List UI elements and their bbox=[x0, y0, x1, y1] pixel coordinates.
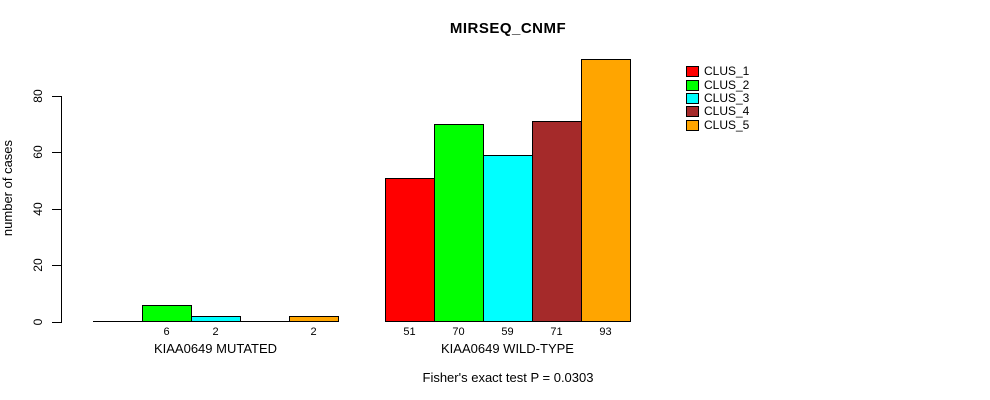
legend-swatch-clus_5 bbox=[686, 119, 699, 131]
bar-clus_5 bbox=[289, 316, 339, 322]
legend-swatch-clus_2 bbox=[686, 79, 699, 91]
legend-entry: CLUS_1 bbox=[686, 65, 749, 78]
y-tick-mark bbox=[52, 265, 62, 266]
bar-clus_2 bbox=[434, 124, 484, 322]
bar-clus_4 bbox=[532, 121, 582, 322]
legend-swatch-clus_3 bbox=[686, 92, 699, 104]
y-tick-label: 80 bbox=[31, 89, 45, 103]
bar-clus_1 bbox=[385, 178, 435, 322]
y-tick-mark bbox=[52, 209, 62, 210]
legend-label: CLUS_4 bbox=[704, 104, 750, 119]
legend: CLUS_1 CLUS_2 CLUS_3 CLUS_4 CLUS_5 bbox=[686, 65, 749, 132]
y-tick-mark bbox=[52, 152, 62, 153]
y-tick-mark bbox=[52, 322, 62, 323]
group-label: KIAA0649 WILD-TYPE bbox=[441, 341, 574, 356]
bar-clus_3 bbox=[483, 155, 533, 322]
bar-value-label: 70 bbox=[452, 326, 465, 338]
legend-entry: CLUS_4 bbox=[686, 105, 749, 118]
y-tick-label: 0 bbox=[31, 318, 45, 326]
y-tick-label: 60 bbox=[31, 145, 45, 159]
bar-clus_3 bbox=[191, 316, 241, 322]
pvalue-annotation: Fisher's exact test P = 0.0303 bbox=[422, 370, 594, 385]
bar-value-label: 93 bbox=[599, 326, 612, 338]
bar-clus_5 bbox=[581, 59, 631, 322]
bar-value-label: 51 bbox=[403, 326, 416, 338]
legend-label: CLUS_5 bbox=[704, 117, 750, 132]
bar-value-label: 2 bbox=[310, 326, 317, 338]
legend-label: CLUS_2 bbox=[704, 77, 750, 92]
bar-value-label: 6 bbox=[163, 326, 170, 338]
legend-label: CLUS_1 bbox=[704, 64, 750, 79]
legend-entry: CLUS_5 bbox=[686, 117, 750, 132]
group-label: KIAA0649 MUTATED bbox=[153, 341, 278, 356]
bar-value-label: 59 bbox=[501, 326, 514, 338]
bar-value-label: 71 bbox=[550, 326, 563, 338]
legend-entry: CLUS_3 bbox=[686, 90, 750, 105]
legend-entry: CLUS_2 bbox=[686, 78, 749, 91]
bar-value-label: 2 bbox=[212, 326, 219, 338]
y-axis-label: number of cases bbox=[0, 139, 15, 237]
y-tick-label: 40 bbox=[31, 202, 45, 216]
y-tick-mark bbox=[52, 96, 62, 97]
chart-title: MIRSEQ_CNMF bbox=[449, 20, 567, 37]
legend-label: CLUS_3 bbox=[704, 90, 750, 105]
legend-swatch-clus_4 bbox=[686, 106, 699, 118]
legend-swatch-clus_1 bbox=[686, 66, 699, 78]
bar-clus_2 bbox=[142, 305, 192, 322]
y-tick-label: 20 bbox=[31, 258, 45, 272]
